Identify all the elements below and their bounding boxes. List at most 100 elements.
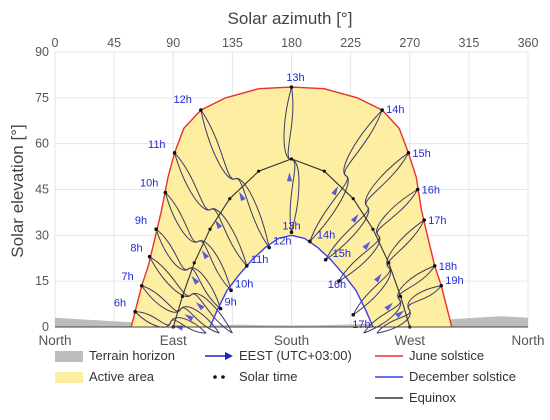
solar-time-dot <box>229 288 233 293</box>
compass-label: North <box>38 333 71 348</box>
legend-swatch <box>55 351 83 362</box>
hour-label: 9h <box>135 215 147 227</box>
solar-time-dot <box>323 257 328 262</box>
hour-label: 10h <box>140 178 158 190</box>
analemma-arrow <box>239 191 246 202</box>
solar-time-dot <box>154 227 158 232</box>
hour-label: 13h <box>286 72 304 84</box>
x-tick-label: 90 <box>166 36 180 50</box>
y-tick-label: 15 <box>35 274 49 288</box>
analemma-arrow <box>191 275 200 285</box>
legend-swatch <box>55 372 83 383</box>
axes-layer: 0 45 90 135 180 225 270 315 360 0 15 30 45 60 75 90 Nort… <box>35 36 544 348</box>
analemma-path <box>135 311 207 334</box>
solar-time-dot <box>133 309 137 314</box>
hour-label: 14h <box>317 229 335 241</box>
legend-label: June solstice <box>409 348 484 363</box>
compass-label: East <box>160 333 187 348</box>
hour-label: 8h <box>130 243 142 255</box>
compass-label: South <box>274 333 309 348</box>
analemma-path <box>141 285 220 334</box>
hour-label: 17h <box>428 215 446 227</box>
solar-time-dot <box>163 190 168 195</box>
solar-time-dot <box>267 245 271 250</box>
solar-time-dot <box>199 108 203 112</box>
solar-time-dot <box>351 197 355 201</box>
solar-time-dot <box>218 306 223 311</box>
hour-label: 17h <box>352 319 370 331</box>
x-tick-label: 270 <box>399 36 420 50</box>
hour-label: 12h <box>173 94 191 106</box>
y-tick-label: 75 <box>35 91 49 105</box>
solar-time-dot <box>415 187 420 192</box>
hour-label: 16h <box>422 185 440 197</box>
analemma-arrow <box>214 219 223 230</box>
solar-time-dot <box>322 169 326 173</box>
legend-item: Equinox <box>375 390 456 405</box>
analemma-path <box>174 152 248 267</box>
solar-time-dot <box>308 239 312 244</box>
analemma-arrow <box>395 310 405 319</box>
analemma-path <box>363 265 436 334</box>
solar-time-dot <box>422 218 427 222</box>
legend-dot <box>221 375 225 379</box>
legend-label: Equinox <box>409 390 456 405</box>
solar-time-dot <box>432 264 437 268</box>
compass-label: North <box>511 333 544 348</box>
analemma-path <box>200 109 270 248</box>
analemma-path <box>352 219 425 315</box>
hour-label: 15h <box>333 248 351 260</box>
legend-item: EEST (UTC+03:00) <box>205 348 352 363</box>
analemma-arrow <box>362 241 371 250</box>
solar-time-dot <box>192 261 196 265</box>
y-tick-label: 90 <box>35 45 49 59</box>
hour-label: 10h <box>235 278 253 290</box>
hour-label: 11h <box>148 139 166 151</box>
y-tick-label: 0 <box>42 320 49 334</box>
hour-labels-layer: 6h 7h 8h 9h 10h 11h 12h 13h 14h 15h 16h 17h 18h 19h 9h… <box>114 72 464 331</box>
analemma-arrow <box>286 172 293 182</box>
x-tick-label: 135 <box>222 36 243 50</box>
hour-label: 13h <box>282 220 300 232</box>
x-tick-label: 315 <box>458 36 479 50</box>
analemma-path <box>338 189 419 282</box>
analemma-path <box>165 192 232 291</box>
legend-label: Solar time <box>239 369 298 384</box>
solar-time-dot <box>371 227 375 231</box>
solar-time-dot <box>147 254 152 259</box>
x-tick-label: 360 <box>518 36 539 50</box>
hour-label: 16h <box>328 279 346 291</box>
x-tick-label: 225 <box>340 36 361 50</box>
solar-time-dot <box>257 169 261 173</box>
solar-time-dot <box>228 197 232 201</box>
solar-time-dot <box>380 108 384 112</box>
analemma-arrow <box>384 302 393 311</box>
hour-label: 6h <box>114 298 126 310</box>
analemma-arrow <box>373 273 382 283</box>
solar-time-dot <box>245 264 249 268</box>
analemma-path <box>325 152 409 261</box>
hour-label: 9h <box>225 297 237 309</box>
solar-time-dots-layer <box>133 85 444 329</box>
solar-time-dot <box>139 283 144 288</box>
solar-time-dot <box>398 294 403 299</box>
solar-time-dot <box>406 151 411 155</box>
analemma-path <box>376 285 442 334</box>
y-tick-label: 60 <box>35 137 49 151</box>
hour-label: 7h <box>121 271 133 283</box>
legend-label: Terrain horizon <box>89 348 175 363</box>
x-tick-label: 45 <box>107 36 121 50</box>
legend-label: December solstice <box>409 369 516 384</box>
solar-time-dot <box>439 283 444 288</box>
legend-item: Terrain horizon <box>55 348 175 363</box>
analemma-path <box>309 109 383 242</box>
hour-label: 19h <box>445 275 463 287</box>
analemma-arrow <box>201 250 209 260</box>
legend-label: Active area <box>89 369 155 384</box>
analemma-arrow <box>331 186 339 196</box>
hour-label: 18h <box>439 261 457 273</box>
legend-arrow-head <box>225 352 233 360</box>
solar-time-dot <box>351 312 356 317</box>
